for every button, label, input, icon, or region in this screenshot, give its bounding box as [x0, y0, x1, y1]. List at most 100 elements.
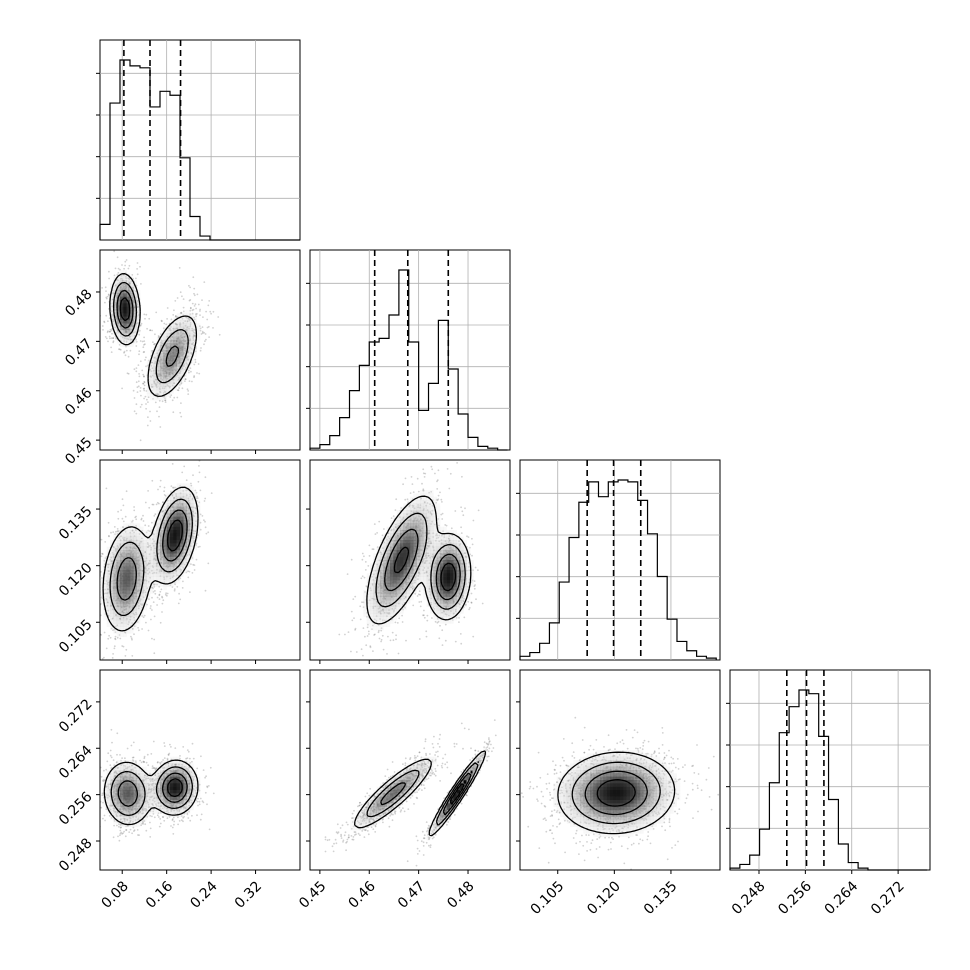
density-cell [156, 376, 161, 381]
sample-point [155, 384, 158, 387]
sample-point [380, 640, 382, 643]
sample-point [440, 539, 443, 542]
density-cell [133, 593, 137, 597]
sample-point [152, 341, 154, 343]
density-cell [186, 490, 191, 494]
sample-point [129, 618, 132, 621]
sample-point [174, 322, 177, 325]
density-cell [183, 490, 187, 494]
density-cell [170, 366, 174, 371]
density-cell [163, 363, 167, 367]
density-cell [170, 583, 174, 587]
density-cell [180, 333, 184, 337]
density-cell [120, 633, 124, 637]
density-cell [190, 313, 194, 317]
density-cell [110, 580, 114, 584]
density-cell [180, 503, 184, 507]
density-cell [120, 570, 124, 574]
density-cell [150, 393, 154, 397]
density-cell [146, 586, 151, 591]
density-cell [190, 503, 194, 507]
sample-point [93, 599, 95, 601]
sample-point [204, 589, 207, 592]
density-cell [116, 536, 121, 541]
density-cell [163, 396, 167, 401]
density-cell [170, 556, 174, 561]
sample-point [160, 570, 163, 572]
density-cell [170, 493, 174, 497]
sample-point [192, 342, 195, 344]
density-cell [113, 310, 117, 314]
density-cell [156, 346, 161, 351]
contour-level [116, 289, 180, 368]
sample-point [160, 344, 163, 346]
sample-point [105, 297, 108, 300]
sample-point [147, 529, 150, 532]
sample-point [195, 497, 198, 500]
density-cell [186, 526, 191, 531]
density-cell [133, 626, 137, 631]
density-cell [163, 336, 167, 341]
density-cell [160, 563, 164, 567]
density-cell [143, 550, 147, 554]
sample-point [436, 479, 439, 481]
density-cell [176, 313, 181, 317]
sample-point [202, 316, 204, 318]
density-cell [130, 613, 134, 617]
density-cell [173, 320, 177, 324]
density-cell [196, 523, 201, 527]
density-cell [130, 606, 134, 611]
density-cell [126, 276, 131, 281]
density-cell [113, 280, 117, 284]
density-cell [130, 523, 134, 527]
sample-point [391, 607, 394, 610]
density-cell [140, 556, 144, 561]
density-cell [123, 563, 127, 567]
sample-point [452, 613, 455, 615]
density-cell [106, 570, 111, 574]
density-cell [150, 383, 154, 387]
sample-point [151, 479, 154, 482]
sample-point [121, 498, 124, 501]
density-cell [123, 283, 127, 287]
sample-point [367, 565, 370, 567]
density-cell [186, 520, 191, 524]
density-cell [120, 270, 124, 274]
density-cell [113, 320, 117, 324]
sample-point [362, 654, 364, 657]
density-cell [170, 510, 174, 514]
density-cell [156, 370, 161, 374]
sample-point [412, 506, 414, 508]
sample-point [402, 516, 405, 519]
sample-point [393, 609, 395, 612]
sample-point [139, 406, 142, 408]
sample-point [124, 631, 126, 633]
density-cell [110, 560, 114, 564]
sample-point [162, 599, 165, 602]
sample-point [116, 530, 119, 533]
density-cell [156, 353, 161, 357]
sample-point [143, 351, 146, 353]
sample-point [448, 539, 451, 542]
sample-point [154, 342, 157, 345]
density-cell [153, 356, 157, 361]
density-cell [163, 583, 167, 587]
density-cell [123, 623, 127, 627]
sample-point [136, 273, 139, 276]
sample-point [124, 655, 127, 657]
density-cell [130, 616, 134, 621]
density-cell [183, 360, 187, 364]
sample-point [125, 539, 127, 542]
sample-point [181, 387, 184, 390]
density-cell [123, 300, 127, 304]
sample-point [180, 381, 183, 384]
sample-point [105, 487, 108, 490]
sample-point [149, 410, 151, 413]
sample-point [381, 547, 384, 549]
density-cell [133, 530, 137, 534]
density-cell [113, 580, 117, 584]
sample-point [139, 439, 142, 442]
sample-point [437, 498, 440, 501]
density-cell [163, 393, 167, 397]
sample-point [179, 571, 182, 573]
